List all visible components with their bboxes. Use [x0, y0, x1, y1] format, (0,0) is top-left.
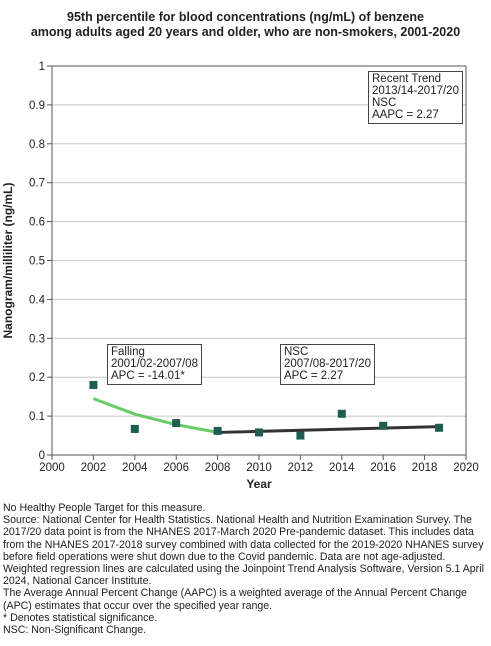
y-tick-label: 0.4	[29, 294, 46, 306]
falling-trend-line	[92, 397, 218, 434]
recent-trend-annotation: Recent Trend 2013/14-2017/20 NSC AAPC = …	[368, 71, 463, 124]
note-aapc: The Average Annual Percent Change (AAPC)…	[3, 587, 467, 612]
nsc-annotation: NSC 2007/08-2017/20 APC = 2.27	[280, 344, 375, 385]
note-significance: * Denotes statistical significance.	[3, 611, 158, 624]
note-regression: Weighted regression lines are calculated…	[3, 563, 484, 588]
footnotes: No Healthy People Target for this measur…	[3, 502, 489, 636]
data-point	[89, 380, 98, 389]
nsc-trend-line	[217, 425, 440, 434]
x-tick-label: 2012	[288, 462, 314, 474]
recent-trend-range: 2013/14-2017/20	[372, 85, 459, 97]
y-tick-label: 1	[39, 61, 45, 73]
nsc-range: 2007/08-2017/20	[284, 358, 371, 370]
y-tick-label: 0.1	[29, 411, 45, 423]
data-point	[296, 431, 305, 440]
x-tick-label: 2006	[163, 462, 189, 474]
plot-area: 0 0.1 0.2 0.3 0.4 0.5 0.6 0.7 0.8 0.9 1 2000 2002 200…	[1, 61, 479, 491]
data-point	[172, 419, 181, 428]
data-point	[435, 423, 444, 432]
note-target: No Healthy People Target for this measur…	[3, 502, 206, 514]
title-line-1: 95th percentile for blood concentrations…	[67, 10, 424, 24]
falling-apc: APC = -14.01*	[111, 370, 185, 382]
y-tick-label: 0	[39, 450, 45, 462]
nsc-label: NSC	[284, 346, 309, 358]
chart: 0 0.1 0.2 0.3 0.4 0.5 0.6 0.7 0.8 0.9 1 2000 2002 200…	[1, 61, 479, 491]
x-tick-label: 2020	[453, 462, 479, 474]
nsc-apc: APC = 2.27	[284, 370, 344, 382]
y-tick-label: 0.2	[29, 372, 45, 384]
note-source: Source: National Center for Health Stati…	[3, 514, 484, 563]
data-point	[130, 424, 139, 433]
y-tick-label: 0.3	[29, 333, 45, 345]
x-tick-label: 2000	[39, 462, 65, 474]
data-point	[379, 421, 388, 430]
y-tick-label: 0.5	[29, 256, 45, 268]
recent-trend-label: Recent Trend	[372, 73, 442, 85]
x-tick-label: 2002	[81, 462, 107, 474]
x-tick-label: 2008	[205, 462, 231, 474]
recent-trend-status: NSC	[372, 97, 397, 109]
x-axis-label: Year	[246, 477, 272, 491]
data-point	[213, 426, 222, 435]
data-point	[255, 428, 263, 437]
y-tick-label: 0.7	[29, 178, 45, 190]
y-tick-label: 0.8	[29, 139, 45, 151]
falling-range: 2001/02-2007/08	[111, 358, 198, 370]
x-tick-label: 2014	[329, 462, 355, 474]
falling-label: Falling	[111, 346, 145, 358]
chart-title: 95th percentile for blood concentrations…	[0, 10, 491, 40]
note-nsc: NSC: Non-Significant Change.	[3, 624, 147, 637]
data-point	[337, 409, 346, 418]
x-tick-label: 2016	[370, 462, 396, 474]
title-line-2: among adults aged 20 years and older, wh…	[30, 25, 461, 39]
y-tick-label: 0.6	[29, 217, 45, 229]
y-axis-label: Nanogram/milliliter (ng/mL)	[1, 182, 15, 338]
falling-annotation: Falling 2001/02-2007/08 APC = -14.01*	[107, 344, 202, 385]
x-tick-label: 2004	[122, 462, 148, 474]
y-tick-label: 0.9	[29, 100, 45, 112]
recent-trend-aapc: AAPC = 2.27	[372, 109, 439, 121]
x-tick-label: 2018	[412, 462, 438, 474]
x-tick-label: 2010	[246, 462, 272, 474]
